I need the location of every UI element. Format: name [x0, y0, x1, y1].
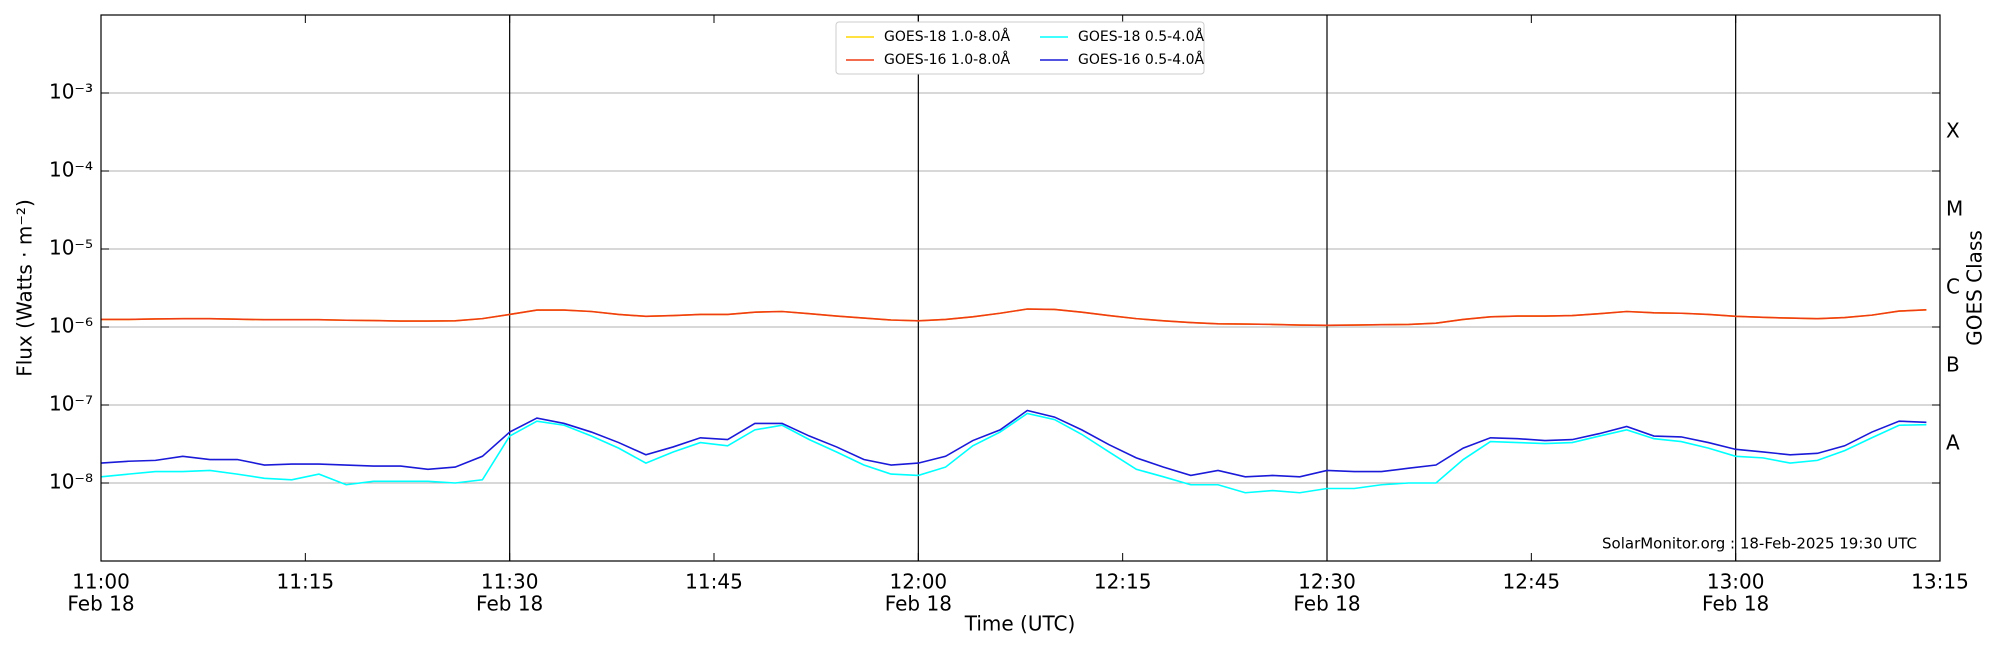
x-tick-label: 12:00: [890, 570, 948, 594]
legend-box: [835, 21, 1205, 75]
y2-tick-label: B: [1946, 353, 1960, 377]
y-tick-label: 10⁻⁷: [49, 392, 93, 416]
x-tick-label: 11:30: [481, 570, 539, 594]
y2-tick-label: A: [1946, 431, 1960, 455]
x-tick-label: 11:15: [277, 570, 335, 594]
annotation: SolarMonitor.org : 18-Feb-2025 19:30 UTC: [1602, 535, 1917, 553]
x-tick-sublabel: Feb 18: [885, 592, 952, 616]
y2-axis-title: GOES Class: [1963, 230, 1987, 346]
legend-label: GOES-16 1.0-8.0Å: [884, 51, 1010, 68]
y-tick-label: 10⁻⁴: [49, 158, 93, 182]
y2-tick-label: C: [1946, 275, 1960, 299]
x-tick-label: 11:00: [72, 570, 130, 594]
legend-label: GOES-18 0.5-4.0Å: [1078, 28, 1204, 45]
x-axis-title: Time (UTC): [964, 612, 1076, 636]
y2-tick-label: M: [1946, 197, 1963, 221]
y-tick-label: 10⁻⁶: [49, 314, 93, 338]
x-tick-label: 13:00: [1707, 570, 1765, 594]
plot-frame: [100, 14, 1941, 562]
x-tick-sublabel: Feb 18: [67, 592, 134, 616]
legend-label: GOES-16 0.5-4.0Å: [1078, 51, 1204, 68]
y2-tick-label: X: [1946, 119, 1960, 143]
y-tick-label: 10⁻³: [49, 80, 93, 104]
y-tick-label: 10⁻⁵: [49, 236, 93, 260]
series-line: [100, 409, 1927, 478]
x-tick-label: 12:30: [1298, 570, 1356, 594]
series-line: [100, 412, 1927, 494]
legend-label: GOES-18 1.0-8.0Å: [884, 28, 1010, 45]
y-tick-label: 10⁻⁸: [49, 470, 93, 494]
y-axis-title: Flux (Watts · m⁻²): [13, 199, 37, 377]
x-tick-sublabel: Feb 18: [1702, 592, 1769, 616]
x-tick-label: 11:45: [685, 570, 743, 594]
x-tick-sublabel: Feb 18: [1293, 592, 1360, 616]
series-line: [101, 308, 1927, 327]
x-tick-label: 12:45: [1503, 570, 1561, 594]
legend: GOES-18 1.0-8.0Å GOES-16 1.0-8.0Å GOES-18 …: [835, 21, 1205, 75]
x-tick-label: 12:15: [1094, 570, 1152, 594]
x-tick-sublabel: Feb 18: [476, 592, 543, 616]
x-tick-label: 13:15: [1911, 570, 1969, 594]
